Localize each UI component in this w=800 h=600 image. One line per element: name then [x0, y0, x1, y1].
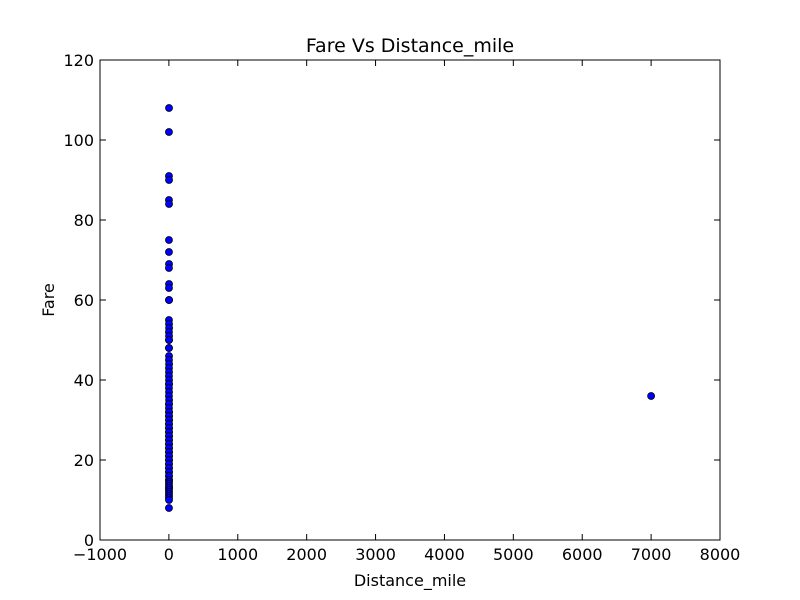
x-tick-label: 8000 — [700, 545, 741, 564]
scatter-point — [165, 264, 173, 272]
y-tick-label: 120 — [63, 51, 94, 70]
y-tick-label: 40 — [74, 371, 94, 390]
scatter-point — [165, 344, 173, 352]
scatter-point — [647, 392, 656, 400]
y-tick-label: 20 — [74, 451, 94, 470]
scatter-point — [165, 176, 173, 184]
scatter-point — [165, 504, 173, 512]
x-tick-label: 1000 — [217, 545, 258, 564]
x-axis-title: Distance_mile — [354, 571, 466, 591]
x-tick-label: 5000 — [493, 545, 534, 564]
scatter-point — [165, 236, 173, 244]
scatter-point — [165, 284, 173, 292]
scatter-point — [165, 128, 173, 136]
points-layer — [165, 104, 656, 512]
x-tick-label: 0 — [164, 545, 174, 564]
scatter-point — [165, 296, 173, 304]
chart-title: Fare Vs Distance_mile — [306, 35, 514, 57]
x-tick-label: 2000 — [286, 545, 327, 564]
x-tick-label: 7000 — [631, 545, 672, 564]
axes-layer: −1000 0 1000 2000 3000 4000 5000 6000 7000 800002… — [63, 51, 740, 564]
scatter-point — [165, 496, 173, 504]
scatter-point — [165, 200, 173, 208]
scatter-point — [165, 248, 173, 256]
plot-frame — [99, 59, 721, 541]
scatter-point — [165, 104, 173, 112]
x-tick-label: 4000 — [424, 545, 465, 564]
x-tick-label: −1000 — [73, 545, 127, 564]
y-tick-label: 100 — [63, 131, 94, 150]
x-tick-label: 6000 — [562, 545, 603, 564]
x-tick-label: 3000 — [355, 545, 396, 564]
y-axis-title: Fare — [39, 283, 58, 317]
y-tick-label: 60 — [74, 291, 94, 310]
y-tick-label: 0 — [84, 531, 94, 550]
scatter-point — [165, 336, 173, 344]
y-tick-label: 80 — [74, 211, 94, 230]
